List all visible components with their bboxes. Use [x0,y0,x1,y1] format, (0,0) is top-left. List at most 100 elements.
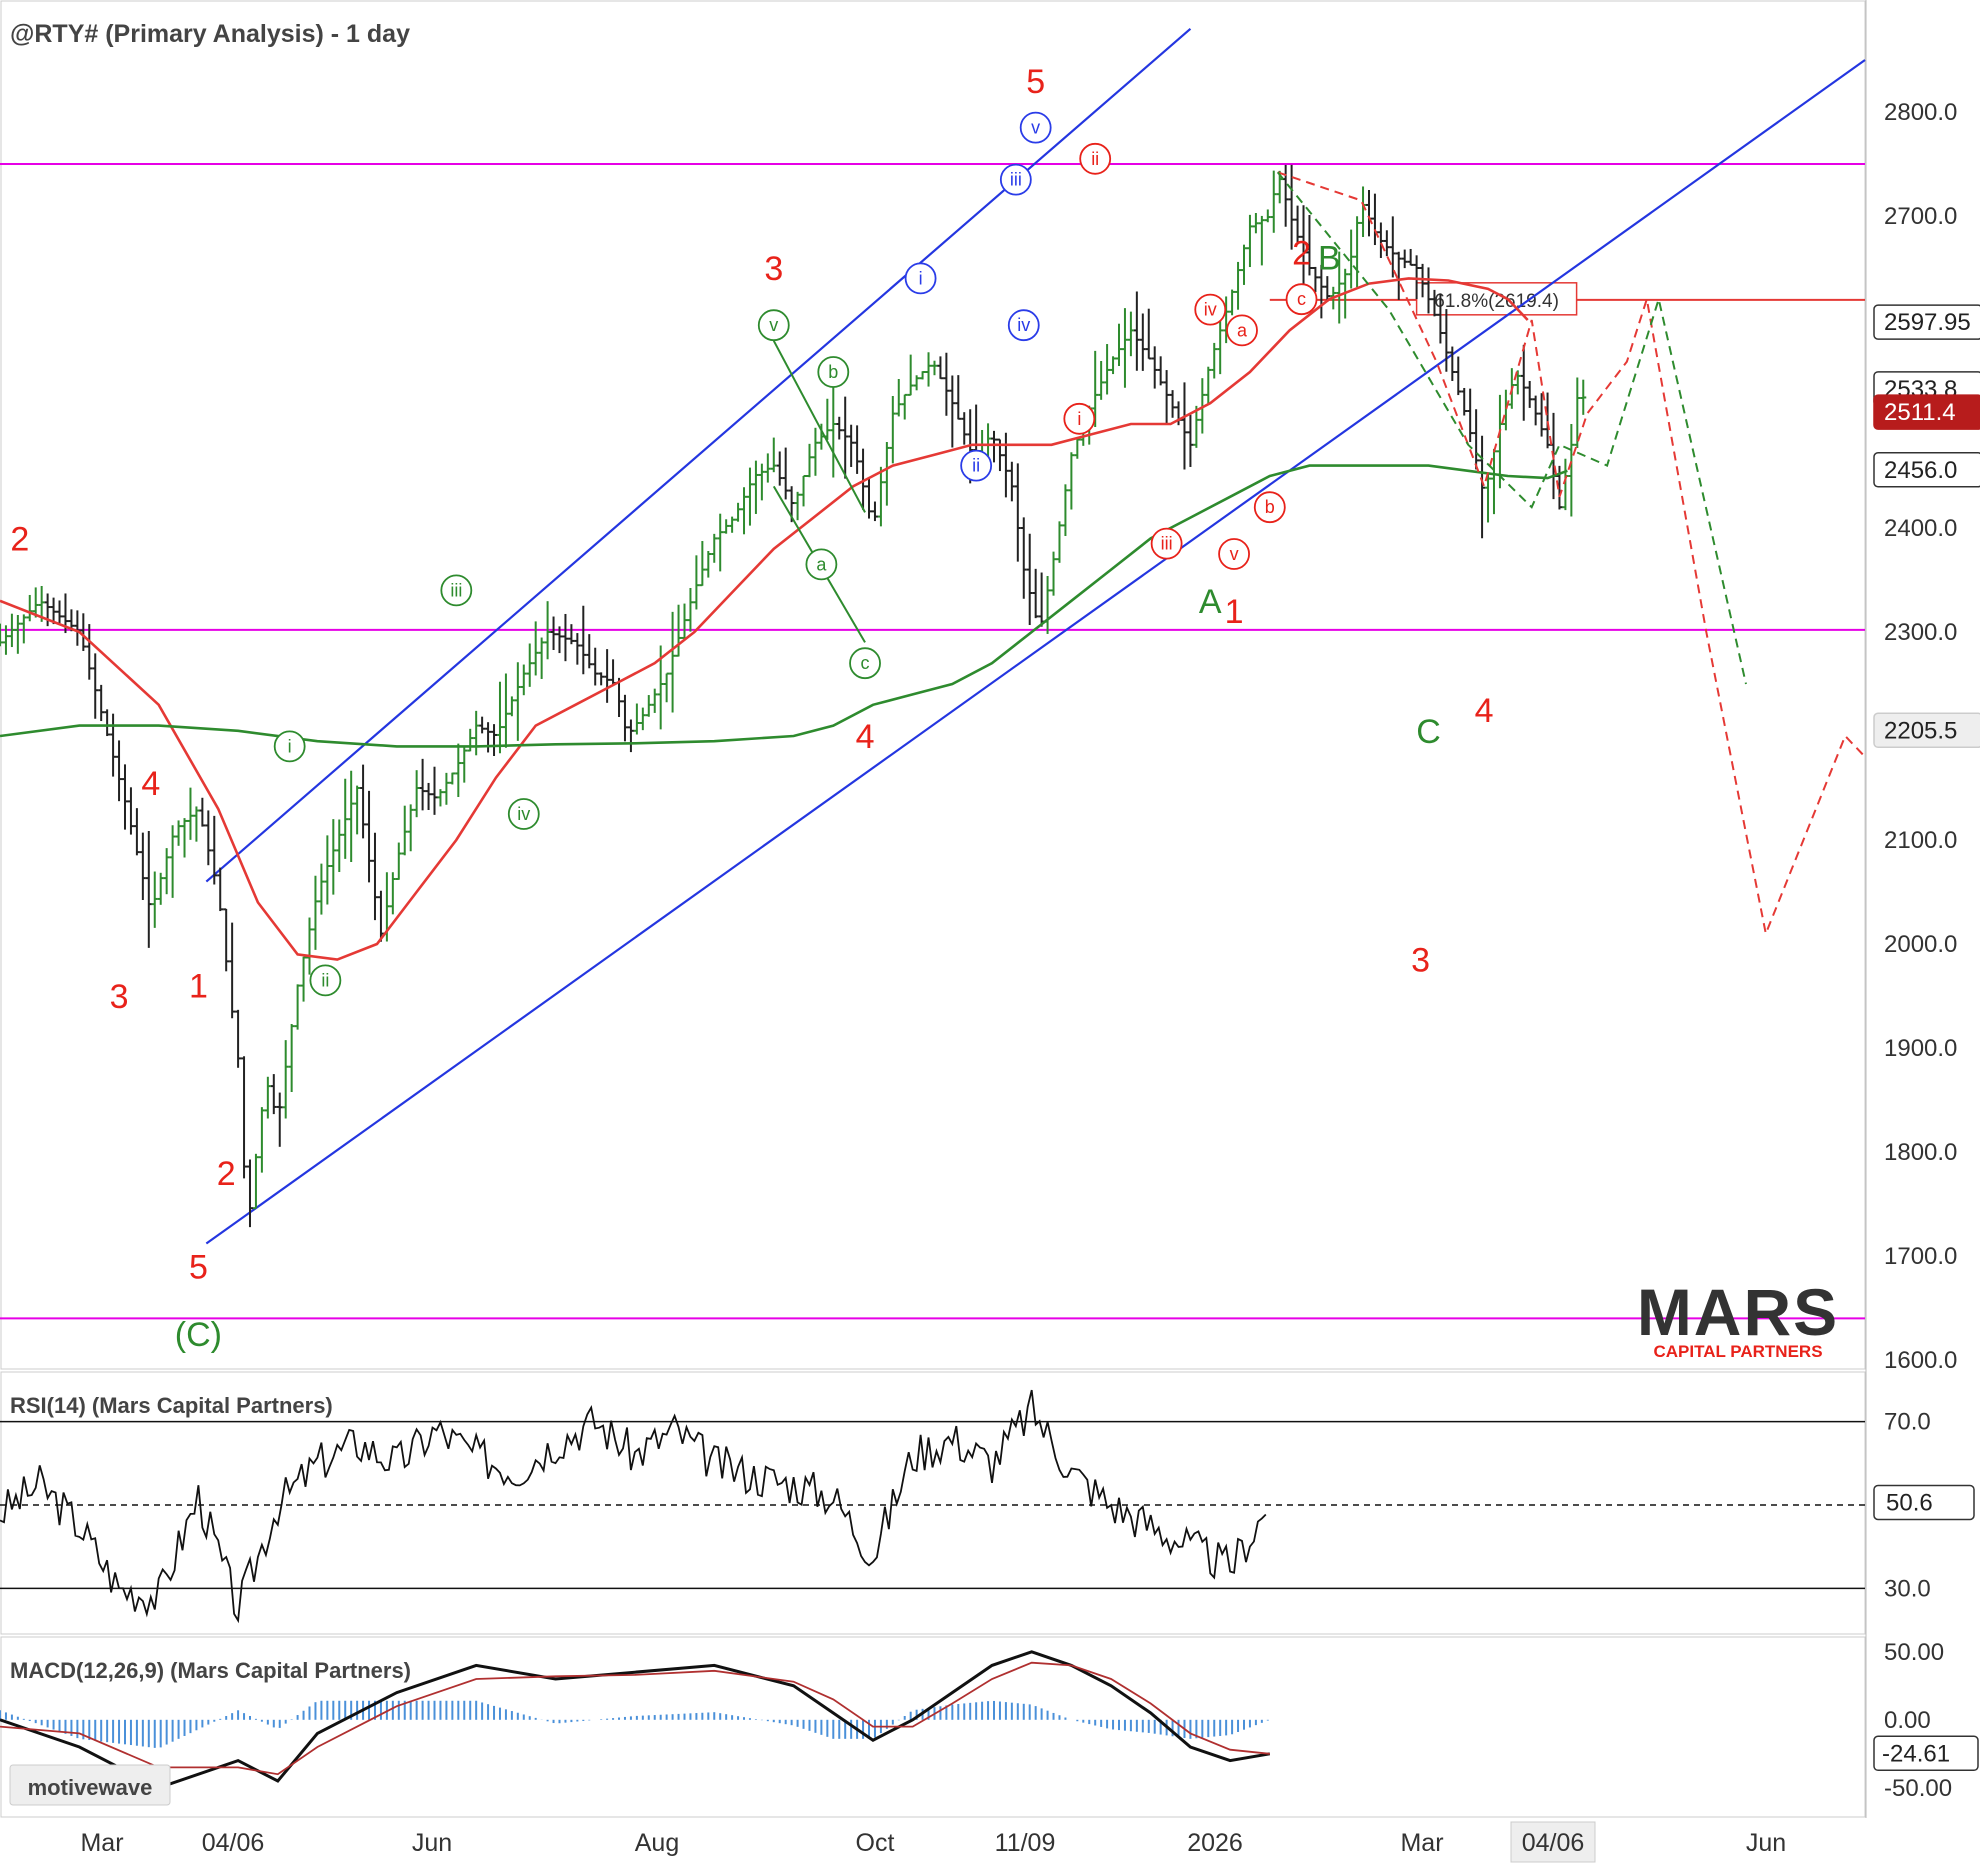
price-y-tick: 1800.0 [1884,1139,1957,1166]
wave-label: 2 [1292,234,1311,272]
wave-label: A [1199,583,1222,621]
wave-label-circle [1285,283,1318,316]
wave-label-circle [1019,111,1052,144]
wave-label-circle [507,798,540,830]
price-y-tick: 1600.0 [1884,1347,1957,1374]
price-panel-frame [0,0,1866,1370]
wave-label-circle [904,262,937,295]
price-y-tick: 2100.0 [1884,827,1957,854]
wave-label: iv [517,804,530,824]
projection-green-dashed [1276,171,1747,685]
wave-label: 2 [10,520,29,558]
x-tick-label: 04/06 [1522,1829,1585,1857]
macd-y-tick: 0.00 [1884,1707,1931,1734]
wave-label-circle [1007,309,1040,342]
price-y-tick: 2700.0 [1884,203,1957,230]
fib-label: 61.8%(2619.4) [1434,291,1559,312]
rsi-value-badge [1873,1484,1975,1521]
x-tick-label: Mar [80,1829,123,1857]
wave-label: 3 [1411,942,1430,980]
price-y-tick: 2400.0 [1884,515,1957,542]
price-y-tick: 1900.0 [1884,1035,1957,1062]
rsi-panel-frame [0,1371,1866,1635]
wave-label: i [919,268,923,288]
x-tick-label: 11/09 [995,1829,1056,1857]
wave-label: a [1237,320,1248,340]
x-tick-label: Jun [1746,1829,1786,1857]
wave-label: 5 [1026,63,1045,101]
rsi-y-tick: 30.0 [1884,1575,1931,1602]
wave-label-circle [849,647,881,680]
x-tick-label: 2026 [1187,1829,1243,1857]
moving-average-line [0,277,1529,961]
wave-label: c [1297,289,1306,309]
wave-label: (C) [175,1316,222,1354]
wave-label: 3 [764,250,783,288]
wave-label: 5 [189,1248,208,1286]
channel-lower-line [205,59,1866,1245]
macd-y-tick: -50.00 [1884,1775,1952,1802]
wave-label: 1 [189,968,208,1006]
macd-title: MACD(12,26,9) (Mars Capital Partners) [10,1658,411,1683]
macd-panel: 50.00 0.00 -50.00 -24.61 [0,1639,1979,1802]
current-date-badge [1510,1821,1596,1863]
moving-average-line [0,464,1568,748]
x-tick-label: 04/06 [202,1829,265,1857]
wave-label: ii [321,970,329,990]
wave-label-circle [1218,538,1250,570]
price-badge [1873,304,1980,340]
price-badge [1873,712,1980,749]
wave-label-circle [960,449,993,482]
wave-label: 1 [1225,593,1244,631]
wave-label-circle [805,548,838,581]
mars-logo-word: MARS [1637,1275,1839,1349]
wave-label: C [1416,713,1441,751]
price-badge-label: 2205.5 [1884,717,1957,744]
wave-label: iv [1017,315,1030,335]
wave-label: ii [1091,149,1099,169]
wave-label: iii [1010,170,1022,190]
price-y-tick: 1700.0 [1884,1243,1957,1270]
rsi-title: RSI(14) (Mars Capital Partners) [10,1393,333,1418]
price-badge-label: 2597.95 [1884,309,1971,336]
wave-label: 2 [217,1155,236,1193]
wave-label: v [769,315,778,335]
wave-label: 4 [141,765,160,803]
x-tick-label: Aug [635,1829,679,1857]
macd-y-tick: 50.00 [1884,1639,1944,1666]
wave-label-circle [440,574,473,607]
mars-logo-tagline: CAPITAL PARTNERS [1653,1342,1822,1361]
rsi-value-label: 50.6 [1886,1490,1933,1517]
wave-label-circle [999,163,1032,196]
wave-label: i [288,736,292,756]
wave-label: c [861,653,870,673]
price-badge [1873,394,1980,430]
wave-label: iii [450,580,462,600]
chart-title: @RTY# (Primary Analysis) - 1 day [10,20,410,48]
wave-label-circle [817,356,850,388]
x-tick-label: Jun [412,1829,452,1857]
wave-label-circle [1253,491,1286,524]
price-badge-label: 2456.0 [1884,457,1957,484]
wave-label: 3 [110,978,129,1016]
wave-label-circle [273,730,306,763]
macd-line [0,1650,1271,1790]
wave-label: v [1230,544,1239,564]
wave-label: a [816,554,827,574]
x-tick-label: Mar [1400,1829,1443,1857]
macd-signal-line [0,1661,1270,1776]
wave-label-circle [309,964,342,997]
wave-label: ii [972,456,980,476]
price-badge [1873,452,1980,488]
x-tick-label: Oct [856,1829,895,1857]
price-y-tick: 2000.0 [1884,931,1957,958]
wave-label-circle [1194,293,1227,326]
wave-label: 4 [1475,692,1494,730]
wave-label: iv [1204,300,1217,320]
wave-label: i [1077,409,1081,429]
mars-logo: MARS CAPITAL PARTNERS [1637,1275,1839,1361]
price-badge-label: 2511.4 [1884,399,1956,426]
wave-label: B [1318,240,1341,278]
motivewave-badge: motivewave [28,1775,153,1800]
